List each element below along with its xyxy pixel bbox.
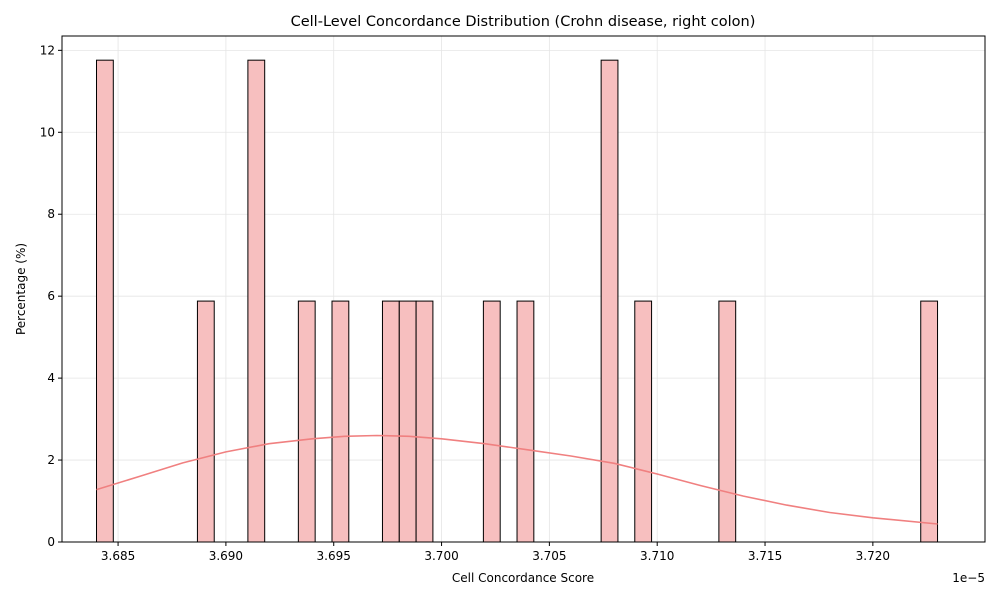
kde-curve	[96, 434, 938, 525]
histogram-bar	[634, 300, 653, 543]
histogram-bar	[196, 300, 215, 543]
x-tick-label: 3.685	[101, 549, 135, 563]
y-tick-label: 12	[40, 43, 55, 57]
plot-frame	[61, 35, 986, 543]
x-tick-label: 3.690	[209, 549, 243, 563]
histogram-bar	[381, 300, 400, 543]
histogram-bar	[600, 59, 619, 543]
chart-title: Cell-Level Concordance Distribution (Cro…	[291, 14, 756, 30]
histogram-bars	[96, 59, 939, 543]
histogram-bar	[920, 300, 939, 543]
histogram-bar	[415, 300, 434, 543]
y-tick-label: 8	[47, 207, 55, 221]
histogram-bar	[331, 300, 350, 543]
histogram-bar	[718, 300, 737, 543]
y-tick-label: 0	[47, 535, 55, 549]
histogram-bar	[482, 300, 501, 543]
x-tick-label: 3.720	[856, 549, 890, 563]
y-tick-label: 10	[40, 125, 55, 139]
histogram-bar	[247, 59, 266, 543]
histogram-bar	[96, 59, 114, 543]
grid-lines	[62, 36, 985, 543]
x-tick-label: 3.710	[640, 549, 674, 563]
x-tick-label: 3.695	[317, 549, 351, 563]
x-tick-label: 3.700	[424, 549, 458, 563]
x-axis-offset-label: 1e−5	[952, 571, 985, 585]
y-tick-label: 4	[47, 371, 55, 385]
kde-curve-group	[96, 434, 938, 525]
tick-labels: 3.685 3.690 3.695 3.700 3.705 3.710 3.715 3.720…	[40, 43, 890, 563]
x-tick-label: 3.705	[532, 549, 566, 563]
y-axis-title: Percentage (%)	[14, 243, 28, 335]
histogram-bar	[398, 300, 417, 543]
y-tick-label: 6	[47, 289, 55, 303]
x-axis-title: Cell Concordance Score	[452, 571, 594, 585]
y-tick-label: 2	[47, 453, 55, 467]
histogram-bar	[516, 300, 535, 543]
axes	[58, 35, 986, 546]
x-tick-label: 3.715	[748, 549, 782, 563]
histogram-bar	[297, 300, 316, 543]
